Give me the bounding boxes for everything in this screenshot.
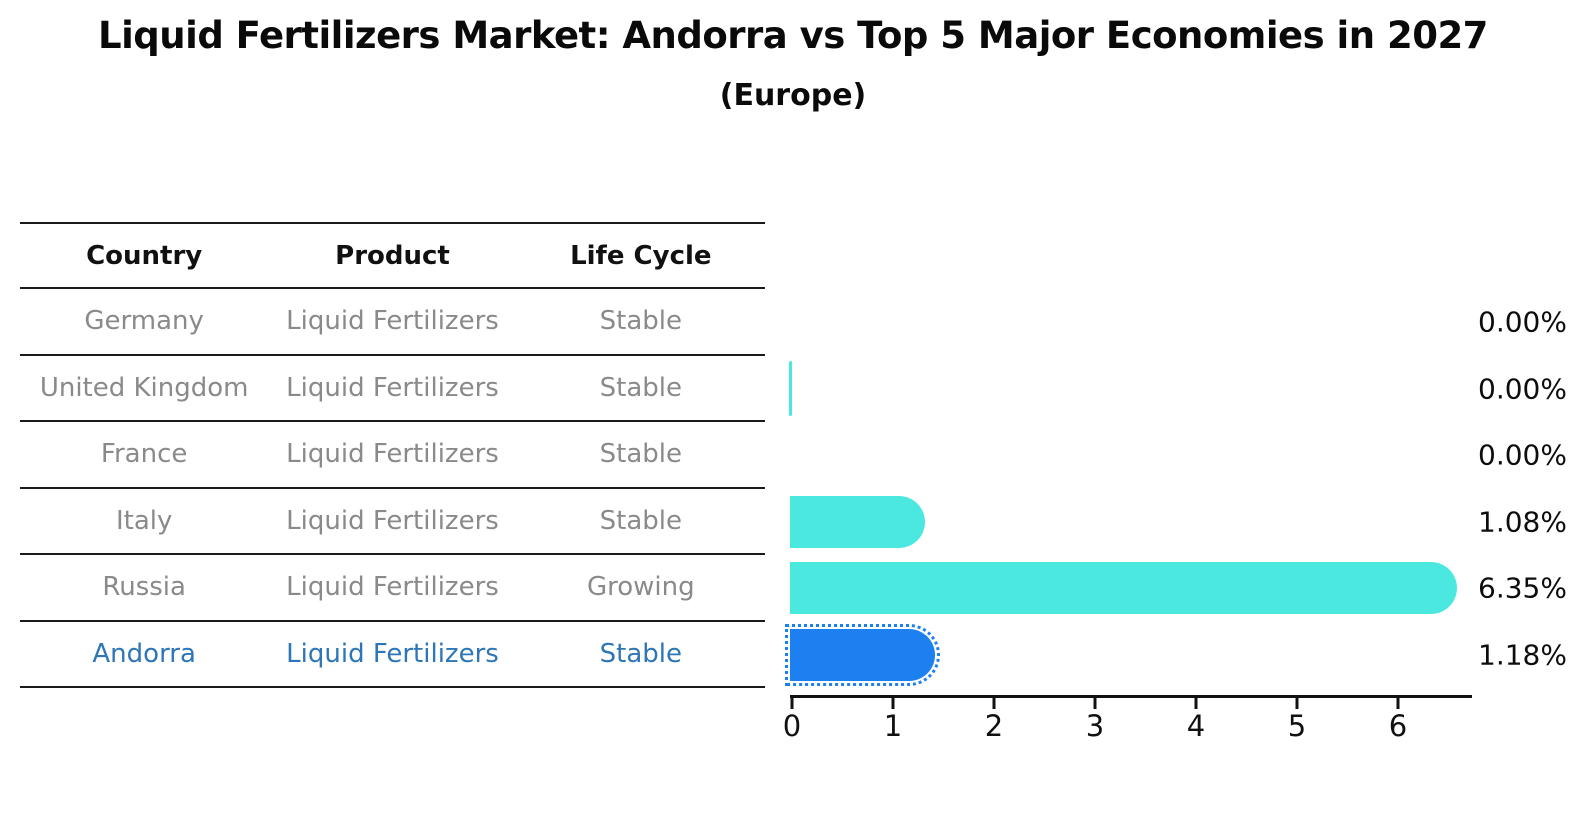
column-header-lifecycle: Life Cycle — [570, 240, 712, 271]
cell-lifecycle: Stable — [599, 505, 682, 536]
x-axis-tick-2 — [992, 698, 996, 709]
table-body: Germany Liquid Fertilizers Stable United… — [20, 289, 765, 688]
cell-lifecycle: Stable — [599, 638, 682, 669]
column-header-country: Country — [86, 240, 203, 271]
zero-bar-united-kingdom — [789, 361, 792, 416]
x-axis-tick-5 — [1295, 698, 1299, 709]
x-axis-tick-label-6: 6 — [1388, 709, 1408, 743]
cell-country: France — [100, 439, 188, 470]
cell-lifecycle: Stable — [599, 306, 682, 337]
table-row: Russia Liquid Fertilizers Growing — [20, 555, 765, 622]
cell-country: Germany — [84, 306, 204, 337]
chart-subtitle: (Europe) — [719, 78, 867, 113]
cell-product: Liquid Fertilizers — [286, 372, 499, 403]
bar-italy — [790, 495, 925, 548]
cell-country: Italy — [115, 505, 173, 536]
x-axis-tick-label-5: 5 — [1287, 709, 1307, 743]
x-axis-tick-3 — [1093, 698, 1097, 709]
column-header-product: Product — [335, 240, 450, 271]
cell-country: Russia — [102, 572, 186, 603]
x-axis-tick-label-2: 2 — [984, 709, 1004, 743]
value-label-france: 0.00% — [1478, 438, 1567, 472]
x-axis-tick-label-4: 4 — [1186, 709, 1206, 743]
cell-country: United Kingdom — [39, 372, 249, 403]
cell-product: Liquid Fertilizers — [286, 439, 499, 470]
x-axis-tick-4 — [1194, 698, 1198, 709]
bar-andorra — [785, 623, 940, 686]
x-axis-tick-label-3: 3 — [1085, 709, 1105, 743]
x-axis-line — [790, 695, 1472, 698]
bar-russia — [790, 562, 1457, 614]
cell-lifecycle: Stable — [599, 372, 682, 403]
country-table: Country Product Life Cycle Germany Liqui… — [20, 222, 765, 688]
cell-country: Andorra — [92, 638, 196, 669]
value-label-russia: 6.35% — [1478, 571, 1567, 605]
table-row: Andorra Liquid Fertilizers Stable — [20, 622, 765, 688]
table-row: United Kingdom Liquid Fertilizers Stable — [20, 356, 765, 422]
cell-product: Liquid Fertilizers — [286, 306, 499, 337]
value-label-germany: 0.00% — [1478, 305, 1567, 339]
table-row: Germany Liquid Fertilizers Stable — [20, 289, 765, 356]
x-axis-tick-0 — [790, 698, 794, 709]
cell-lifecycle: Growing — [586, 572, 695, 603]
cell-product: Liquid Fertilizers — [286, 572, 499, 603]
cell-lifecycle: Stable — [599, 439, 682, 470]
x-axis-tick-label-0: 0 — [782, 709, 802, 743]
chart-title: Liquid Fertilizers Market: Andorra vs To… — [98, 14, 1488, 57]
table-row: Italy Liquid Fertilizers Stable — [20, 489, 765, 555]
cell-product: Liquid Fertilizers — [286, 638, 499, 669]
value-label-italy: 1.08% — [1478, 505, 1567, 538]
x-axis-tick-6 — [1396, 698, 1400, 709]
cell-product: Liquid Fertilizers — [286, 505, 499, 536]
value-label-united-kingdom: 0.00% — [1478, 372, 1567, 405]
x-axis-tick-label-1: 1 — [883, 709, 903, 743]
value-label-andorra: 1.18% — [1478, 638, 1567, 671]
x-axis-tick-1 — [891, 698, 895, 709]
table-row: France Liquid Fertilizers Stable — [20, 422, 765, 489]
table-header-row: Country Product Life Cycle — [20, 222, 765, 289]
